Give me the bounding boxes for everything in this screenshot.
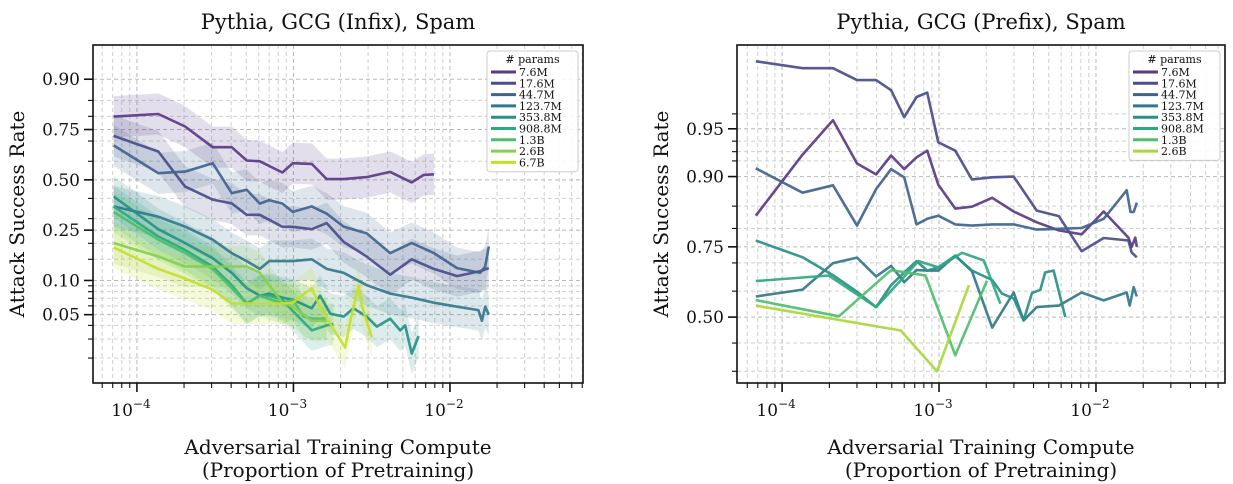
series-line-17.6M <box>113 134 490 278</box>
y-axis-label: Attack Success Rate <box>5 111 29 319</box>
series-line-44.7M <box>755 167 1139 231</box>
legend-label: 2.6B <box>1161 145 1187 158</box>
x-axis-label: (Proportion of Pretraining) <box>845 458 1117 482</box>
y-tick-label: 0.50 <box>686 308 724 328</box>
x-tick-label: 10−3 <box>268 397 307 421</box>
confidence-band-353.8M <box>113 175 419 375</box>
series-line-1.3B <box>755 268 989 357</box>
x-tick-label: 10−4 <box>111 397 151 421</box>
series-line-7.6M <box>113 112 434 184</box>
legend-label: 6.7B <box>519 156 545 169</box>
legend-label: 353.8M <box>1161 111 1204 124</box>
x-tick-label-base: 10 <box>268 401 290 421</box>
y-tick-label: 0.95 <box>686 120 724 140</box>
x-tick-label: 10−2 <box>1070 397 1109 421</box>
y-tick-label: 0.90 <box>686 168 724 188</box>
x-tick-label-base: 10 <box>1070 401 1092 421</box>
legend-label: 44.7M <box>519 89 555 102</box>
legend-label: 1.3B <box>1161 134 1187 147</box>
confidence-band-123.7M <box>113 185 489 342</box>
series-line-6.7B <box>113 246 374 349</box>
x-tick-label: 10−4 <box>756 397 796 421</box>
plot-area <box>754 60 1139 373</box>
legend-label: 908.8M <box>519 123 562 136</box>
series-line-17.6M <box>755 60 1138 259</box>
legend-label: 123.7M <box>519 100 562 113</box>
legend-label: 123.7M <box>1161 100 1204 113</box>
x-tick-label-base: 10 <box>424 401 446 421</box>
y-tick-label: 0.05 <box>42 306 80 326</box>
legend: # params7.6M17.6M44.7M123.7M353.8M908.8M… <box>486 50 579 173</box>
plot-area <box>112 93 491 375</box>
series-line-7.6M <box>754 118 1139 249</box>
legend-label: 7.6M <box>1161 66 1190 79</box>
x-tick-label-exponent: −3 <box>289 397 307 411</box>
x-tick-label-exponent: −4 <box>778 397 796 411</box>
legend-title: # params <box>505 53 560 66</box>
confidence-band-908.8M <box>113 185 334 351</box>
series-line-123.7M <box>113 205 490 323</box>
legend-label: 7.6M <box>519 66 548 79</box>
x-tick-label-base: 10 <box>756 401 778 421</box>
legend-label: 908.8M <box>1161 123 1204 136</box>
legend: # params7.6M17.6M44.7M123.7M353.8M908.8M… <box>1128 50 1221 161</box>
series-line-2.6B <box>113 241 327 323</box>
legend-label: 353.8M <box>519 111 562 124</box>
series-line-908.8M <box>755 251 1002 309</box>
x-tick-label-exponent: −2 <box>1092 397 1110 411</box>
axes-frame <box>92 44 584 384</box>
y-tick-label: 0.10 <box>42 271 80 291</box>
y-tick-label: 0.75 <box>686 238 724 258</box>
x-tick-label-exponent: −3 <box>935 397 953 411</box>
chart-title: Pythia, GCG (Infix), Spam <box>201 10 476 34</box>
y-tick-label: 0.50 <box>42 171 80 191</box>
y-tick-label: 0.25 <box>42 221 80 241</box>
x-axis-label: Adversarial Training Compute <box>183 435 491 459</box>
legend-box <box>486 50 579 173</box>
y-tick-label: 0.90 <box>42 70 80 90</box>
x-tick-label: 10−3 <box>913 397 952 421</box>
series-line-44.7M <box>112 144 491 275</box>
x-tick-label-exponent: −2 <box>446 397 464 411</box>
y-axis-label: Attack Success Rate <box>649 111 673 319</box>
confidence-band-7.6M <box>113 93 434 204</box>
chart-panel-1: 10−4 10−3 10−20.050.100.250.500.750.90Pyth… <box>5 10 584 482</box>
legend-title: # params <box>1147 53 1202 66</box>
y-tick-label: 0.75 <box>42 121 80 141</box>
legend-box <box>1128 50 1221 161</box>
legend-label: 17.6M <box>519 77 555 90</box>
axes-frame <box>736 44 1226 384</box>
legend-label: 1.3B <box>519 134 545 147</box>
x-axis-label: (Proportion of Pretraining) <box>202 458 474 482</box>
legend-label: 2.6B <box>519 145 545 158</box>
legend-label: 44.7M <box>1161 89 1197 102</box>
series-line-2.6B <box>755 284 971 373</box>
x-tick-label-exponent: −4 <box>133 397 151 411</box>
x-tick-label: 10−2 <box>424 397 463 421</box>
x-tick-label-base: 10 <box>111 401 133 421</box>
legend-label: 17.6M <box>1161 77 1197 90</box>
chart-title: Pythia, GCG (Prefix), Spam <box>836 10 1125 34</box>
x-tick-label-base: 10 <box>913 401 935 421</box>
confidence-band-2.6B <box>113 222 327 342</box>
x-axis-label: Adversarial Training Compute <box>826 435 1134 459</box>
series-line-123.7M <box>755 254 1139 329</box>
